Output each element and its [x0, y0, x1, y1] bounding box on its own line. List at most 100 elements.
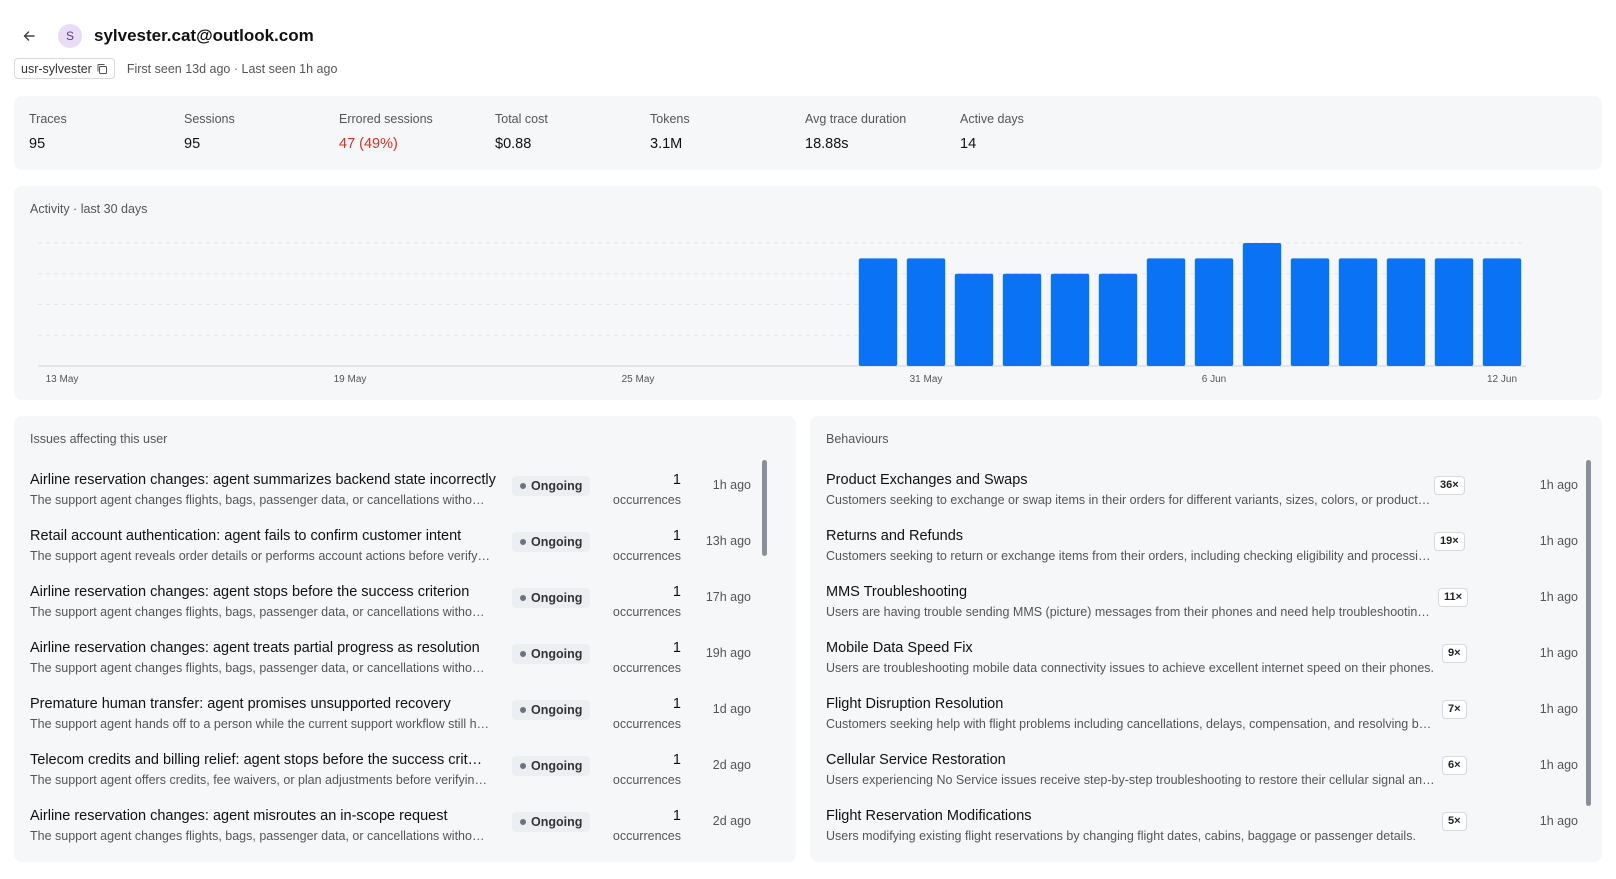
issue-time: 17h ago: [705, 590, 751, 604]
issue-description: The support agent changes flights, bags,…: [30, 829, 490, 843]
issue-row[interactable]: Airline reservation changes: agent stops…: [14, 572, 796, 628]
occurrence-count: 1: [672, 584, 681, 600]
user-id-chip[interactable]: usr-sylvester: [14, 58, 115, 79]
status-label: Ongoing: [531, 815, 583, 829]
status-label: Ongoing: [531, 591, 583, 605]
user-id-label: usr-sylvester: [21, 61, 92, 76]
issue-title: Telecom credits and billing relief: agen…: [30, 752, 490, 768]
page-title: sylvester.cat@outlook.com: [94, 26, 314, 45]
behaviour-row[interactable]: Flight Disruption Resolution Customers s…: [810, 684, 1602, 740]
count-badge: 5×: [1442, 812, 1467, 831]
count-badge: 36×: [1434, 476, 1465, 495]
occurrence-count: 1: [672, 696, 681, 712]
behaviour-title: MMS Troubleshooting: [826, 584, 968, 600]
behaviour-row[interactable]: Returns and Refunds Customers seeking to…: [810, 516, 1602, 572]
stat-value: $0.88: [495, 136, 532, 152]
title-row: S sylvester.cat@outlook.com: [14, 22, 1602, 50]
status-badge: Ongoing: [512, 476, 591, 496]
status-badge: Ongoing: [512, 532, 591, 552]
issue-title: Airline reservation changes: agent summa…: [30, 472, 496, 488]
behaviour-time: 1h ago: [1539, 646, 1578, 660]
behaviours-scrollbar[interactable]: [1586, 460, 1591, 806]
occurrence-label: occurrences: [612, 717, 681, 731]
activity-title: Activity · last 30 days: [30, 202, 148, 216]
stat-label: Sessions: [184, 112, 235, 126]
behaviour-title: Flight Reservation Modifications: [826, 808, 1032, 824]
status-dot-icon: [520, 595, 526, 601]
behaviour-description: Customers seeking to return or exchange …: [826, 549, 1432, 563]
x-tick-label: 12 Jun: [1487, 374, 1517, 385]
behaviour-row[interactable]: MMS Troubleshooting Users are having tro…: [810, 572, 1602, 628]
behaviour-row[interactable]: Flight Reservation Modifications Users m…: [810, 796, 1602, 852]
activity-chart: 13 May 19 May 25 May 31 May 6 Jun 12 Jun: [38, 242, 1526, 385]
issue-time: 19h ago: [705, 646, 751, 660]
issues-scrollbar[interactable]: [762, 460, 767, 556]
activity-panel: Activity · last 30 days 13 May 19 May 25 M…: [14, 186, 1602, 400]
avatar: S: [58, 24, 82, 48]
activity-bar: [858, 258, 898, 366]
stat-tokens: Tokens 3.1M: [650, 112, 690, 152]
issue-row[interactable]: Airline reservation changes: agent treat…: [14, 628, 796, 684]
stat-label: Traces: [29, 112, 67, 126]
meta-row: usr-sylvester First seen 13d ago · Last …: [14, 58, 1602, 79]
behaviour-description: Users are having trouble sending MMS (pi…: [826, 605, 1432, 619]
behaviour-description: Users modifying existing flight reservat…: [826, 829, 1416, 843]
issue-row[interactable]: Airline reservation changes: agent summa…: [14, 460, 796, 516]
issue-description: The support agent reveals order details …: [30, 549, 490, 563]
behaviours-panel: Behaviours Product Exchanges and Swaps C…: [810, 416, 1602, 862]
stat-label: Total cost: [495, 112, 548, 126]
behaviour-row[interactable]: Cellular Service Restoration Users exper…: [810, 740, 1602, 796]
occurrence-count: 1: [672, 472, 681, 488]
issues-list: Airline reservation changes: agent summa…: [14, 460, 796, 862]
occurrence-count: 1: [672, 808, 681, 824]
issue-description: The support agent changes flights, bags,…: [30, 493, 490, 507]
arrow-left-icon: [23, 31, 35, 41]
activity-bar: [1290, 258, 1330, 366]
behaviour-row[interactable]: Mobile Data Speed Fix Users are troubles…: [810, 628, 1602, 684]
status-dot-icon: [520, 539, 526, 545]
copy-icon[interactable]: [96, 63, 108, 75]
activity-bar: [1386, 258, 1426, 366]
count-badge: 11×: [1438, 588, 1469, 607]
issue-row[interactable]: Airline reservation changes: agent misro…: [14, 796, 796, 852]
stat-total-cost: Total cost $0.88: [495, 112, 548, 152]
behaviour-description: Customers seeking help with flight probl…: [826, 717, 1438, 731]
issue-row[interactable]: Telecom credits and billing relief: agen…: [14, 740, 796, 796]
stat-label: Active days: [960, 112, 1024, 126]
stat-active-days: Active days 14: [960, 112, 1024, 152]
issue-title: Premature human transfer: agent promises…: [30, 696, 451, 712]
issue-row[interactable]: Retail account authentication: agent fai…: [14, 516, 796, 572]
behaviour-description: Customers seeking to exchange or swap it…: [826, 493, 1432, 507]
back-button[interactable]: [14, 22, 44, 50]
occurrence-count: 1: [672, 752, 681, 768]
occurrence-label: occurrences: [612, 549, 681, 563]
behaviour-time: 1h ago: [1539, 758, 1578, 772]
status-badge: Ongoing: [512, 588, 591, 608]
stats-panel: Traces 95 Sessions 95 Errored sessions 4…: [14, 96, 1602, 170]
occurrence-count: 1: [672, 640, 681, 656]
issue-row[interactable]: Premature human transfer: agent promises…: [14, 684, 796, 740]
stat-sessions: Sessions 95: [184, 112, 235, 152]
status-dot-icon: [520, 763, 526, 769]
behaviour-row[interactable]: Product Exchanges and Swaps Customers se…: [810, 460, 1602, 516]
activity-bar: [954, 273, 994, 366]
stat-label: Avg trace duration: [805, 112, 907, 126]
issue-description: The support agent hands off to a person …: [30, 717, 490, 731]
status-badge: Ongoing: [512, 644, 591, 664]
occurrence-count: 1: [672, 528, 681, 544]
stat-label: Errored sessions: [339, 112, 433, 126]
activity-bar: [1050, 273, 1090, 366]
issue-time: 1h ago: [712, 478, 751, 492]
behaviour-title: Mobile Data Speed Fix: [826, 640, 973, 656]
occurrence-label: occurrences: [612, 493, 681, 507]
stat-value: 3.1M: [650, 136, 683, 152]
issue-title: Retail account authentication: agent fai…: [30, 528, 462, 544]
issue-description: The support agent offers credits, fee wa…: [30, 773, 490, 787]
x-tick-label: 19 May: [334, 374, 367, 385]
activity-bar: [1338, 258, 1378, 366]
behaviours-title: Behaviours: [826, 432, 889, 446]
behaviour-time: 1h ago: [1539, 814, 1578, 828]
issue-time: 1d ago: [712, 702, 751, 716]
issue-title: Airline reservation changes: agent misro…: [30, 808, 448, 824]
issue-description: The support agent changes flights, bags,…: [30, 605, 490, 619]
